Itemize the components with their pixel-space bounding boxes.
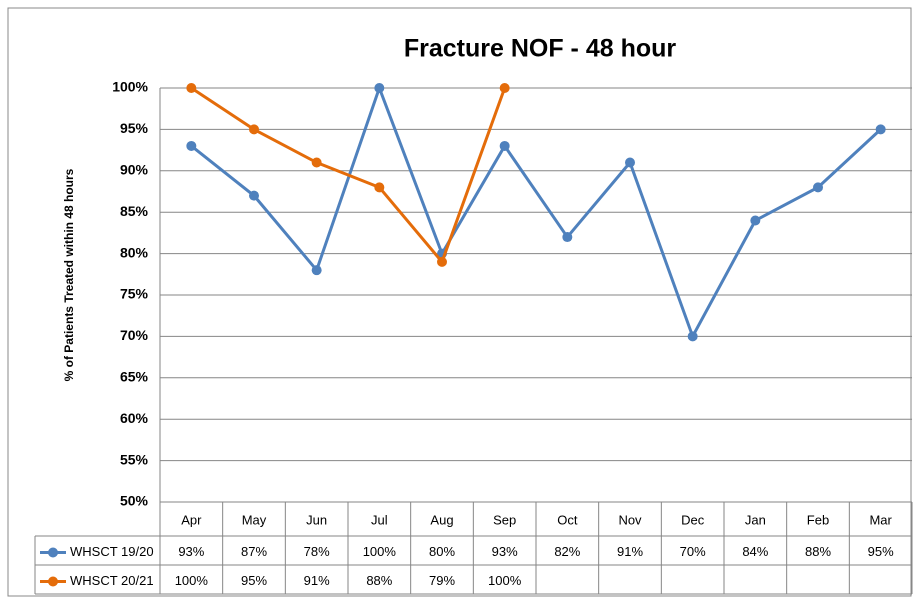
data-label: 88%: [805, 544, 831, 559]
series-marker: [750, 215, 761, 226]
y-tick-label: 75%: [120, 286, 149, 302]
data-label: 79%: [429, 573, 455, 588]
series-line: [190, 86, 507, 265]
x-tick-label: Apr: [181, 512, 202, 527]
chart-border: [7, 7, 912, 597]
series-marker: [875, 124, 886, 135]
data-label: 82%: [554, 544, 580, 559]
y-tick-label: 100%: [112, 79, 148, 95]
data-label: 88%: [366, 573, 392, 588]
data-label: 91%: [617, 544, 643, 559]
y-tick-label: 55%: [120, 451, 149, 467]
data-label: 78%: [304, 544, 330, 559]
series-marker: [186, 140, 197, 151]
series-marker: [437, 256, 447, 267]
x-tick-label: Oct: [557, 512, 578, 527]
x-tick-label: Jan: [745, 512, 766, 527]
x-tick-label: Nov: [618, 512, 642, 527]
data-label: 70%: [680, 544, 706, 559]
series-marker: [249, 124, 259, 135]
legend-marker: [48, 547, 58, 558]
series-marker: [625, 157, 635, 168]
y-tick-label: 60%: [120, 410, 149, 426]
x-tick-label: Sep: [493, 512, 516, 527]
data-label: 100%: [363, 544, 397, 559]
chart-title: Fracture NOF - 48 hour: [404, 35, 677, 63]
x-tick-label: Dec: [681, 512, 705, 527]
y-tick-label: 80%: [120, 244, 149, 260]
series-marker: [374, 83, 385, 93]
series-marker: [813, 182, 823, 193]
y-tick-label: 65%: [120, 369, 149, 385]
series-marker: [687, 331, 698, 342]
x-tick-label: Aug: [430, 512, 453, 527]
y-tick-label: 50%: [120, 493, 149, 509]
data-label: 87%: [241, 544, 267, 559]
series-marker: [311, 157, 322, 168]
data-label: 84%: [742, 544, 768, 559]
legend-label: WHSCT 20/21: [70, 573, 154, 588]
x-tick-label: Mar: [869, 512, 892, 527]
y-tick-label: 90%: [120, 162, 149, 178]
x-tick-label: Jul: [371, 512, 388, 527]
legend-label: WHSCT 19/20: [70, 544, 154, 559]
series-marker: [499, 140, 510, 151]
x-tick-label: May: [242, 512, 267, 527]
x-tick-label: Jun: [306, 512, 327, 527]
data-label: 95%: [868, 544, 894, 559]
y-tick-label: 70%: [120, 327, 149, 343]
legend-marker: [48, 576, 58, 587]
series-line: [190, 83, 882, 341]
data-label: 93%: [492, 544, 518, 559]
data-label: 100%: [488, 573, 522, 588]
series-marker: [311, 265, 322, 276]
y-axis-label: % of Patients Treated within 48 hours: [62, 168, 76, 381]
data-label: 100%: [175, 573, 209, 588]
y-tick-label: 95%: [120, 120, 149, 136]
series-marker: [374, 182, 385, 193]
series-marker: [249, 190, 259, 201]
series-marker: [562, 232, 573, 243]
data-label: 91%: [304, 573, 330, 588]
data-label: 80%: [429, 544, 455, 559]
data-label: 93%: [178, 544, 204, 559]
x-tick-label: Feb: [807, 512, 829, 527]
series-marker: [499, 83, 510, 93]
data-label: 95%: [241, 573, 267, 588]
series-marker: [186, 83, 197, 93]
y-tick-label: 85%: [120, 203, 149, 219]
